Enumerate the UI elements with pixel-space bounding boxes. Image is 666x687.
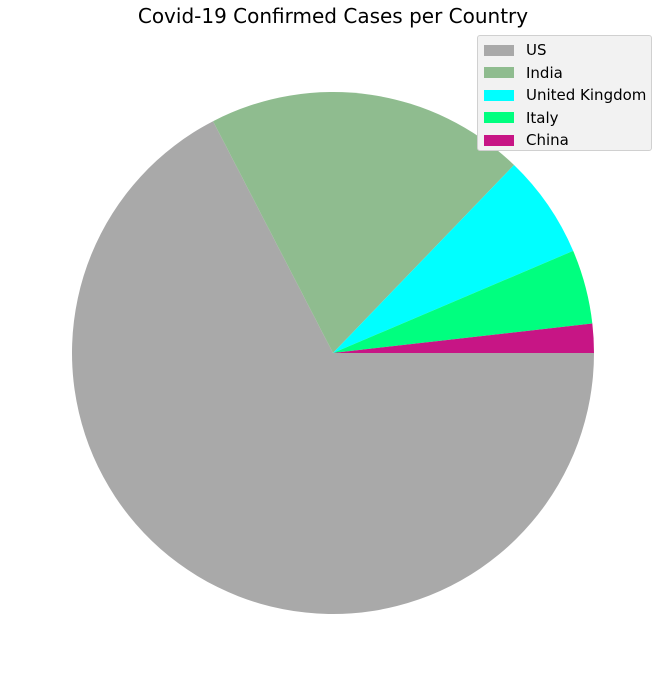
legend-label: Italy	[526, 108, 559, 127]
legend-entry: United Kingdom	[484, 85, 646, 105]
legend-swatch	[484, 67, 514, 78]
pie-slice-united-kingdom	[333, 164, 574, 353]
legend-label: China	[526, 131, 569, 149]
legend-entry: US	[484, 40, 547, 60]
pie-slice-italy	[333, 250, 593, 353]
legend: US India United Kingdom Italy China	[477, 35, 652, 151]
legend-entry: China	[484, 130, 569, 150]
chart-title: Covid-19 Confirmed Cases per Country	[137, 4, 529, 28]
legend-entry: India	[484, 63, 563, 83]
pie-slice-china	[333, 323, 594, 353]
legend-swatch	[484, 89, 514, 101]
pie-slice-us	[71, 121, 594, 615]
legend-swatch	[484, 134, 514, 146]
legend-label: United Kingdom	[526, 86, 647, 104]
legend-swatch	[484, 44, 514, 56]
pie-slices	[71, 92, 594, 615]
legend-swatch	[484, 112, 514, 123]
legend-label: India	[526, 63, 563, 82]
legend-entry: Italy	[484, 108, 559, 128]
pie-slice-india	[213, 92, 515, 354]
legend-label: US	[526, 41, 547, 59]
